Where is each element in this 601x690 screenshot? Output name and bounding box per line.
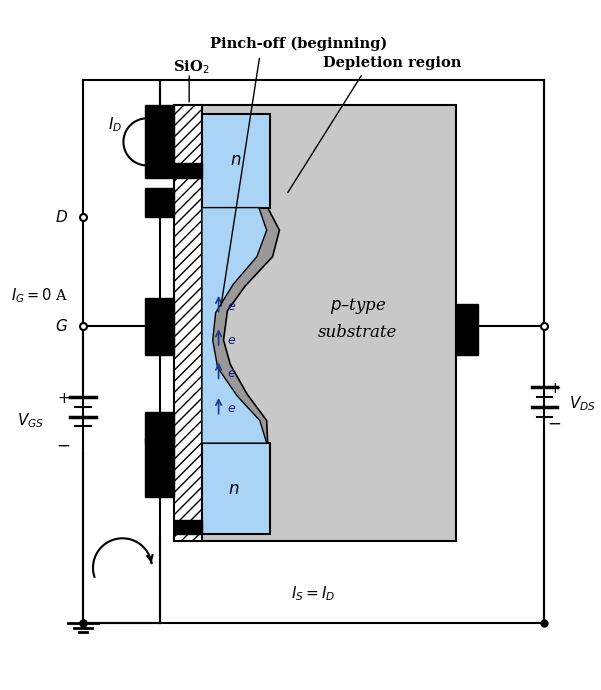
- Bar: [201, 105, 456, 541]
- Text: $I_S = I_D$: $I_S = I_D$: [291, 584, 336, 602]
- Bar: [174, 105, 202, 541]
- Text: $G$: $G$: [55, 318, 69, 335]
- Text: $+$: $+$: [57, 392, 70, 406]
- Bar: [145, 412, 174, 443]
- Text: $e$: $e$: [227, 402, 237, 415]
- Text: Pinch-off (beginning): Pinch-off (beginning): [210, 37, 388, 51]
- Text: $I_D$: $I_D$: [109, 115, 123, 134]
- Bar: [174, 164, 202, 178]
- Text: $+$: $+$: [548, 382, 561, 396]
- Text: $-$: $-$: [547, 415, 561, 432]
- Text: $e$: $e$: [227, 300, 237, 313]
- Text: Depletion region: Depletion region: [323, 57, 462, 70]
- Text: $e$: $e$: [227, 333, 237, 346]
- Text: $I_G = 0$ A: $I_G = 0$ A: [11, 286, 69, 305]
- Text: $n$: $n$: [230, 152, 241, 169]
- Bar: [145, 105, 174, 178]
- Bar: [145, 438, 174, 497]
- Bar: [145, 298, 174, 355]
- Bar: [202, 443, 270, 534]
- Text: SiO$_2$: SiO$_2$: [173, 59, 209, 76]
- Polygon shape: [202, 208, 267, 443]
- Text: $p$–type
substrate: $p$–type substrate: [319, 296, 398, 341]
- Polygon shape: [202, 208, 279, 443]
- Text: $V_{GS}$: $V_{GS}$: [17, 411, 44, 430]
- Text: $V_{DS}$: $V_{DS}$: [569, 395, 596, 413]
- Text: $-$: $-$: [56, 437, 71, 453]
- Text: $D$: $D$: [55, 210, 69, 226]
- Bar: [174, 520, 202, 534]
- Text: $n$: $n$: [228, 481, 239, 497]
- Bar: [145, 188, 174, 217]
- Bar: [456, 304, 478, 355]
- Bar: [202, 115, 270, 208]
- Text: $e$: $e$: [227, 367, 237, 380]
